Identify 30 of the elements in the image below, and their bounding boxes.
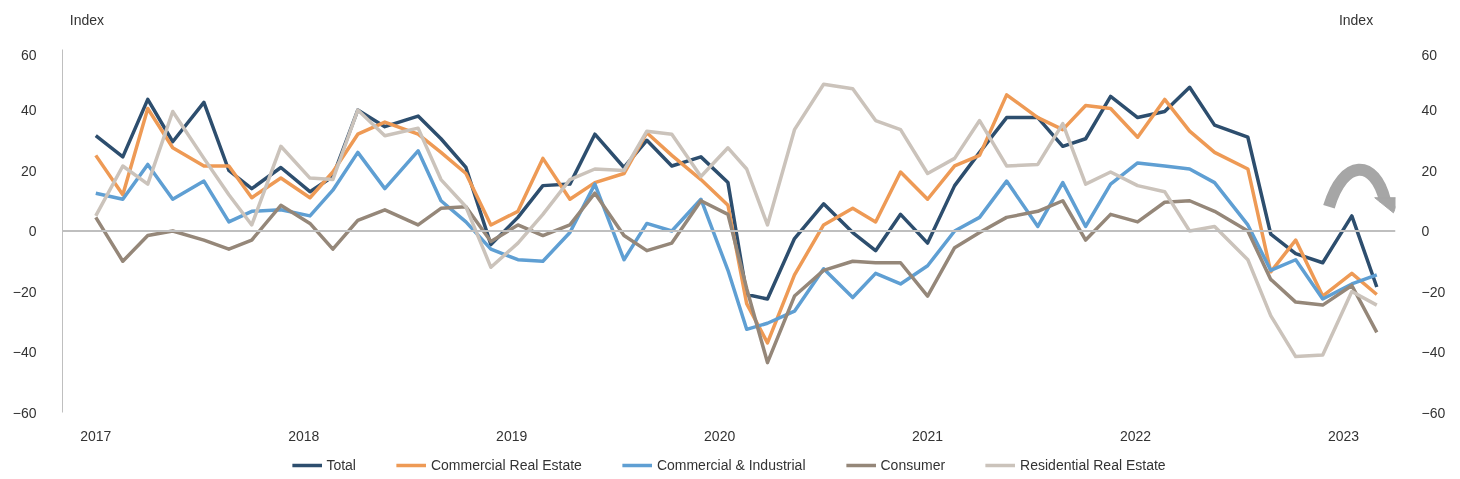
y-axis-title: Index [69,11,105,28]
y-tick-label: 0 [28,223,37,239]
y2-axis-title: Index [1338,11,1374,28]
line-series [94,149,1379,332]
legend-label: Total [326,456,356,473]
y2-tick-label: 0 [1421,223,1430,239]
x-tick-label: 2018 [288,427,320,444]
y2-tick-label: 60 [1421,46,1438,63]
y2-tick-label: −60 [1421,404,1446,421]
legend-label: Commercial & Industrial [656,456,806,473]
x-tick-label: 2022 [1119,427,1152,444]
y2-tick-label: −40 [1421,344,1446,360]
x-tick-label: 2020 [704,427,736,444]
x-tick-label: 2021 [912,427,944,444]
y-tick-label: 40 [20,102,37,118]
y2-tick-label: −20 [1421,283,1446,300]
x-tick-label: 2023 [1327,427,1360,444]
y-tick-label: 60 [20,46,37,63]
legend-label: Consumer [880,456,946,473]
y-tick-label: 20 [20,162,37,179]
y2-tick-label: 40 [1421,102,1438,118]
y-tick-label: −40 [12,344,37,360]
line-series [94,191,1379,365]
y2-tick-label: 20 [1421,162,1438,179]
y-tick-label: −20 [12,283,37,300]
legend-label: Commercial Real Estate [430,456,582,473]
y-tick-label: −60 [12,404,37,421]
x-tick-label: 2017 [80,427,112,444]
x-tick-label: 2019 [496,427,528,444]
legend-label: Residential Real Estate [1020,456,1166,473]
